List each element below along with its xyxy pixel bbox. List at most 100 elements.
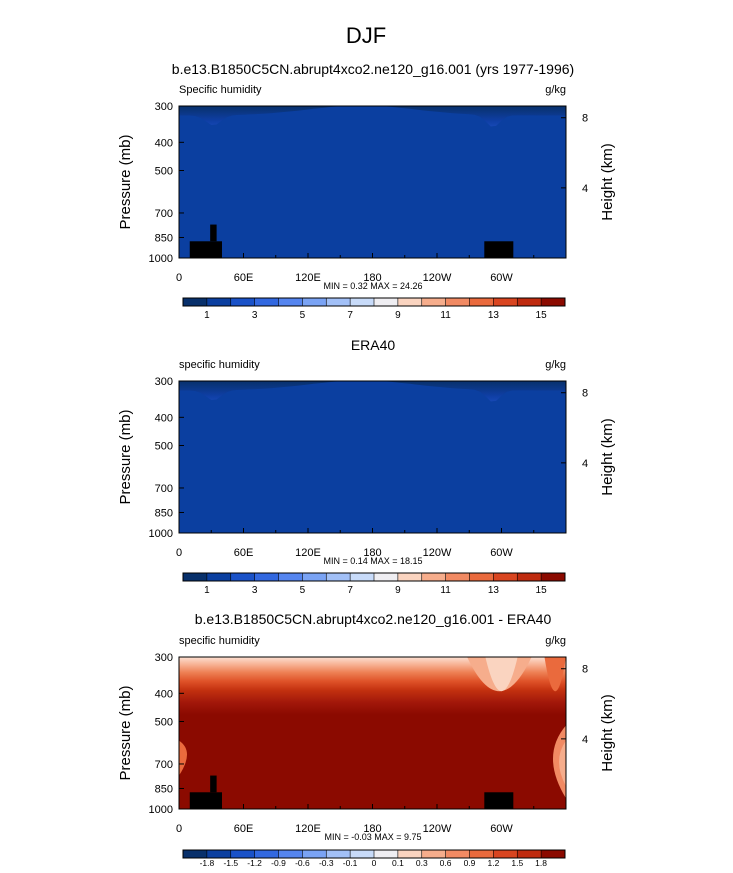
colorbar-swatch bbox=[445, 850, 470, 858]
colorbar-swatch bbox=[374, 298, 399, 306]
colorbar-swatch bbox=[493, 298, 518, 306]
height-tick-label: 8 bbox=[582, 664, 588, 676]
min-max-stats: MIN = 0.32 MAX = 24.26 bbox=[323, 281, 422, 291]
topography-block bbox=[484, 792, 514, 809]
y-axis-right-label: Height (km) bbox=[599, 418, 616, 496]
colorbar-label: 1.5 bbox=[511, 858, 523, 868]
x-tick-label: 180 bbox=[363, 823, 381, 835]
colorbar-label: 13 bbox=[488, 310, 500, 321]
colorbar-swatch bbox=[278, 573, 303, 581]
colorbar-swatch bbox=[374, 573, 399, 581]
colorbar-swatch bbox=[493, 573, 518, 581]
colorbar-swatch bbox=[254, 573, 279, 581]
height-tick-label: 4 bbox=[582, 734, 588, 746]
colorbar-swatch bbox=[493, 850, 518, 858]
panel-abrupt4xco2: b.e13.B1850C5CN.abrupt4xco2.ne120_g16.00… bbox=[117, 61, 616, 321]
contour-band bbox=[559, 740, 566, 787]
colorbar-swatch bbox=[254, 850, 279, 858]
colorbar-swatch bbox=[397, 298, 423, 306]
colorbar-label: 0.9 bbox=[464, 858, 476, 868]
colorbar-swatch bbox=[469, 850, 494, 858]
colorbar-swatch bbox=[469, 298, 494, 306]
x-tick-label: 0 bbox=[176, 547, 182, 559]
contour-band bbox=[179, 740, 187, 776]
figure-title: DJF bbox=[346, 23, 386, 48]
colorbar-swatch bbox=[350, 298, 375, 306]
colorbar-swatch bbox=[183, 298, 208, 306]
colorbar-swatch bbox=[230, 850, 255, 858]
contour-band bbox=[544, 657, 566, 692]
x-tick-label: 60W bbox=[490, 547, 513, 559]
y-axis-label: Pressure (mb) bbox=[117, 134, 134, 229]
colorbar-swatch bbox=[397, 850, 423, 858]
colorbar-label: -1.8 bbox=[200, 858, 215, 868]
colorbar-swatch bbox=[254, 298, 279, 306]
x-tick-label: 0 bbox=[176, 272, 182, 284]
y-tick-label: 400 bbox=[155, 137, 173, 149]
colorbar-swatch bbox=[541, 573, 566, 581]
colorbar-swatch bbox=[517, 850, 542, 858]
colorbar-label: 13 bbox=[488, 585, 500, 596]
x-tick-label: 120E bbox=[295, 547, 321, 559]
y-tick-label: 400 bbox=[155, 412, 173, 424]
contour-band bbox=[485, 657, 518, 692]
colorbar-label: 9 bbox=[395, 310, 401, 321]
y-axis-right-label: Height (km) bbox=[599, 143, 616, 221]
colorbar-label: 5 bbox=[300, 585, 306, 596]
x-tick-label: 60E bbox=[234, 823, 254, 835]
colorbar-swatch bbox=[183, 850, 208, 858]
y-tick-label: 1000 bbox=[149, 528, 173, 540]
contour-band bbox=[179, 381, 566, 533]
colorbar-label: -1.2 bbox=[247, 858, 262, 868]
colorbar-swatch bbox=[517, 298, 542, 306]
y-tick-label: 700 bbox=[155, 759, 173, 771]
x-tick-label: 60E bbox=[234, 547, 254, 559]
topography-block bbox=[484, 241, 514, 258]
colorbar-swatch bbox=[206, 573, 232, 581]
panel-title: ERA40 bbox=[351, 337, 396, 353]
colorbar-swatch bbox=[469, 573, 494, 581]
x-tick-label: 120W bbox=[423, 823, 452, 835]
min-max-stats: MIN = 0.14 MAX = 18.15 bbox=[323, 556, 422, 566]
topography-block bbox=[210, 224, 217, 242]
y-tick-label: 300 bbox=[155, 101, 173, 113]
min-max-stats: MIN = -0.03 MAX = 9.75 bbox=[324, 832, 421, 842]
y-tick-label: 300 bbox=[155, 652, 173, 664]
colorbar-swatch bbox=[206, 298, 232, 306]
x-tick-label: 120E bbox=[295, 823, 321, 835]
colorbar-label: 7 bbox=[347, 310, 353, 321]
colorbar-swatch bbox=[230, 298, 255, 306]
panel-title: b.e13.B1850C5CN.abrupt4xco2.ne120_g16.00… bbox=[195, 611, 552, 627]
colorbar-label: -0.3 bbox=[319, 858, 334, 868]
colorbar-swatch bbox=[230, 573, 255, 581]
height-tick-label: 4 bbox=[582, 183, 588, 195]
colorbar-label: 0.1 bbox=[392, 858, 404, 868]
y-tick-label: 500 bbox=[155, 165, 173, 177]
colorbar-label: -0.6 bbox=[295, 858, 310, 868]
colorbar-swatch bbox=[302, 298, 327, 306]
colorbar-label: 0.3 bbox=[416, 858, 428, 868]
x-tick-label: 120W bbox=[423, 272, 452, 284]
y-axis-right-label: Height (km) bbox=[599, 694, 616, 772]
colorbar-swatch bbox=[541, 850, 566, 858]
colorbar-label: 15 bbox=[536, 310, 548, 321]
x-tick-label: 60W bbox=[490, 823, 513, 835]
y-tick-label: 400 bbox=[155, 688, 173, 700]
colorbar-swatch bbox=[421, 298, 446, 306]
colorbar-swatch bbox=[421, 850, 446, 858]
x-tick-label: 120W bbox=[423, 547, 452, 559]
colorbar-swatch bbox=[326, 850, 351, 858]
colorbar-label: -0.1 bbox=[343, 858, 358, 868]
y-tick-label: 500 bbox=[155, 716, 173, 728]
colorbar-swatch bbox=[302, 850, 327, 858]
height-tick-label: 8 bbox=[582, 388, 588, 400]
variable-label: Specific humidity bbox=[179, 84, 262, 96]
units-label: g/kg bbox=[545, 635, 566, 647]
y-axis-label: Pressure (mb) bbox=[117, 685, 134, 780]
colorbar-label: 11 bbox=[440, 585, 451, 596]
colorbar-swatch bbox=[541, 298, 566, 306]
x-tick-label: 0 bbox=[176, 823, 182, 835]
y-tick-label: 700 bbox=[155, 208, 173, 220]
y-tick-label: 300 bbox=[155, 376, 173, 388]
y-tick-label: 700 bbox=[155, 483, 173, 495]
